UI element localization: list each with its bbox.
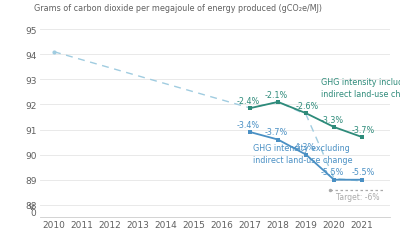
Text: -5.5%: -5.5% bbox=[321, 167, 344, 176]
Text: -3.7%: -3.7% bbox=[352, 125, 375, 134]
Text: -4.3%: -4.3% bbox=[293, 143, 316, 152]
Text: -3.4%: -3.4% bbox=[237, 120, 260, 129]
Text: -2.1%: -2.1% bbox=[265, 90, 288, 99]
Text: GHG intensity including
indirect land-use change: GHG intensity including indirect land-us… bbox=[322, 78, 400, 98]
Text: -3.3%: -3.3% bbox=[321, 115, 344, 124]
Text: Grams of carbon dioxide per megajoule of energy produced (gCO₂e/MJ): Grams of carbon dioxide per megajoule of… bbox=[34, 4, 322, 13]
Text: 0: 0 bbox=[31, 208, 36, 218]
Text: -3.7%: -3.7% bbox=[265, 128, 288, 137]
Text: Target: -6%: Target: -6% bbox=[336, 192, 380, 202]
Text: GHG intensity excluding
indirect land-use change: GHG intensity excluding indirect land-us… bbox=[253, 144, 352, 165]
Text: -5.5%: -5.5% bbox=[352, 167, 375, 176]
Text: -2.6%: -2.6% bbox=[296, 102, 319, 110]
Text: <: < bbox=[27, 200, 37, 208]
Text: -2.4%: -2.4% bbox=[237, 96, 260, 106]
